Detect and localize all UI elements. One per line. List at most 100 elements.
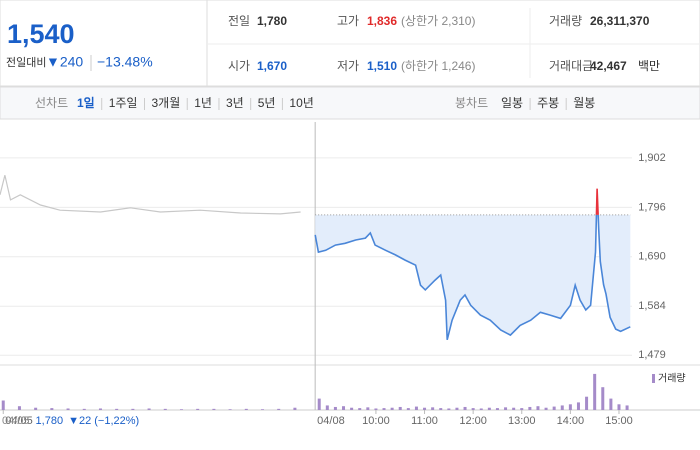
stat-label: 고가 [337, 14, 359, 28]
stat-label: 저가 [337, 59, 359, 73]
volume-bar [414, 406, 418, 410]
volume-bar [98, 408, 102, 410]
volume-bar [439, 408, 443, 410]
x-tick-label: 11:00 [411, 415, 438, 427]
volume-bar [244, 408, 248, 410]
stat-unit: 백만 [638, 59, 660, 73]
tab[interactable]: 5년 [258, 96, 276, 110]
volume-bar [196, 408, 200, 410]
tab[interactable]: 일봉 [501, 96, 523, 110]
change: ▼240 [46, 54, 83, 70]
volume-bar [544, 407, 548, 410]
volume-bar [179, 409, 183, 410]
volume-bar [17, 406, 21, 410]
stat-value: 42,467 [590, 59, 627, 73]
y-tick-label: 1,796 [638, 201, 666, 213]
volume-bar [50, 408, 54, 410]
volume-bar [495, 408, 499, 410]
volume-bar [406, 408, 410, 410]
price-line [314, 214, 631, 340]
x-tick-label: 04/08 [317, 415, 345, 427]
volume-bar [463, 406, 467, 410]
info-change: ▼22 (−1,22%) [68, 415, 139, 427]
stat-note: (하한가 1,246) [401, 59, 475, 73]
stat-label: 전일 [228, 14, 250, 28]
stat-value: 1,670 [257, 59, 287, 73]
x-tick-label: 12:00 [459, 415, 487, 427]
volume-bar [325, 405, 329, 410]
stat-value: 1,836 [367, 14, 397, 28]
stat-label: 거래량 [549, 14, 582, 28]
x-tick-label: 13:00 [508, 415, 536, 427]
info-date: 04/05 [2, 415, 30, 427]
price: 1,540 [7, 19, 75, 49]
tab[interactable]: 3년 [226, 96, 244, 110]
volume-bar [431, 407, 435, 410]
volume-bar [374, 408, 378, 410]
legend-label: 거래량 [658, 373, 686, 385]
volume-bar [585, 396, 589, 410]
volume-bar [479, 408, 483, 410]
volume-bar [504, 407, 508, 410]
volume-bar [293, 407, 297, 410]
volume-bar [1, 400, 5, 410]
x-tick-label: 15:00 [605, 415, 633, 427]
volume-bar [366, 407, 370, 410]
tab[interactable]: 1일 [77, 96, 95, 110]
tab-label: 선차트 [35, 96, 68, 110]
volume-bar [560, 405, 564, 410]
y-tick-label: 1,902 [638, 152, 666, 164]
stat-label: 시가 [228, 59, 250, 73]
volume-bar [568, 404, 572, 410]
volume-bar [609, 398, 613, 410]
volume-bar [163, 408, 167, 410]
volume-bar [423, 407, 427, 410]
stat-value: 1,780 [257, 14, 287, 28]
stat-label: 거래대금 [549, 59, 593, 73]
info-close: 1,780 [36, 415, 64, 427]
area [315, 188, 631, 340]
tab[interactable]: 10년 [289, 96, 313, 110]
volume-bar [82, 408, 86, 410]
stat-value: 1,510 [367, 59, 397, 73]
volume-bar [455, 407, 459, 410]
volume-bar [398, 406, 402, 410]
y-tick-label: 1,584 [638, 300, 666, 312]
volume-bar [593, 373, 597, 410]
volume-bar [447, 408, 451, 410]
volume-bar [131, 408, 135, 410]
tab[interactable]: 1주일 [109, 96, 138, 110]
tab[interactable]: 3개월 [151, 96, 180, 110]
volume-bar [358, 408, 362, 410]
x-tick-label: 04/05 [5, 415, 33, 427]
y-tick-label: 1,479 [638, 349, 666, 361]
volume-bar [528, 406, 532, 410]
tab[interactable]: 1년 [194, 96, 212, 110]
volume-bar [512, 407, 516, 410]
volume-bar [333, 406, 337, 410]
volume-bar [66, 408, 70, 410]
tab[interactable]: 주봉 [537, 96, 559, 110]
volume-bar [552, 406, 556, 410]
volume-bar [520, 408, 524, 410]
volume-bar [536, 406, 540, 410]
quote-panel [0, 0, 700, 87]
volume-bar [342, 406, 346, 410]
volume-bar [147, 408, 151, 410]
volume-bar [382, 408, 386, 410]
volume-bar [261, 409, 264, 410]
change-label: 전일대비 [6, 55, 46, 69]
volume-bar [617, 404, 621, 410]
volume-bar [115, 408, 119, 410]
stat-value: 26,311,370 [590, 14, 650, 28]
volume-bar [317, 398, 321, 410]
tab[interactable]: 월봉 [573, 96, 595, 110]
volume-bar [390, 407, 394, 410]
change-pct: −13.48% [97, 54, 153, 70]
volume-bar [487, 407, 491, 410]
stat-note: (상한가 2,310) [401, 14, 475, 28]
volume-bar [212, 408, 216, 410]
x-tick-label: 10:00 [362, 415, 390, 427]
